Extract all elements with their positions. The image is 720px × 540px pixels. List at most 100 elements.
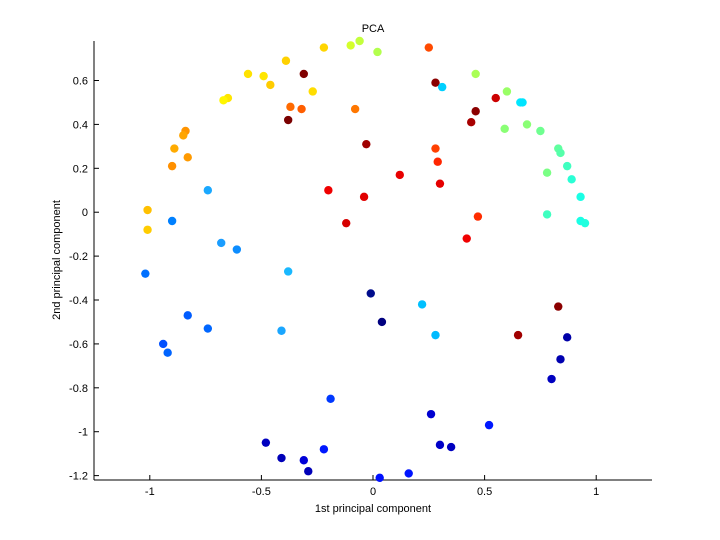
x-tick-label: 0 bbox=[370, 486, 376, 498]
data-point bbox=[424, 43, 433, 52]
data-point bbox=[277, 326, 286, 335]
data-point bbox=[167, 161, 177, 171]
data-point bbox=[277, 453, 286, 463]
y-tick-label: 0 bbox=[82, 207, 88, 219]
y-tick-label: -0.8 bbox=[69, 383, 88, 395]
data-point bbox=[404, 469, 413, 478]
data-point bbox=[484, 420, 494, 430]
data-point bbox=[219, 96, 228, 105]
data-point bbox=[243, 69, 253, 79]
data-point bbox=[299, 69, 309, 79]
y-tick-label: 0.4 bbox=[73, 119, 88, 131]
data-point bbox=[542, 168, 552, 177]
data-point bbox=[286, 102, 295, 112]
data-point bbox=[261, 438, 271, 447]
data-point bbox=[567, 175, 576, 184]
data-point bbox=[183, 311, 192, 320]
y-tick-label: -0.4 bbox=[69, 295, 88, 307]
data-point bbox=[522, 120, 532, 129]
data-point bbox=[366, 289, 375, 298]
data-point bbox=[562, 161, 572, 171]
scatter-points bbox=[141, 36, 590, 483]
data-point bbox=[355, 36, 364, 46]
y-tick-label: -0.6 bbox=[69, 339, 88, 351]
data-point bbox=[342, 218, 351, 228]
data-point bbox=[143, 205, 152, 215]
y-tick-label: 0.6 bbox=[73, 76, 88, 88]
data-point bbox=[471, 69, 480, 79]
data-point bbox=[556, 148, 565, 158]
data-point bbox=[375, 473, 384, 483]
data-point bbox=[513, 330, 523, 340]
data-point bbox=[183, 153, 192, 162]
data-point bbox=[141, 269, 150, 278]
data-point bbox=[319, 445, 329, 454]
data-point bbox=[179, 131, 188, 140]
data-point bbox=[362, 139, 371, 149]
data-point bbox=[377, 317, 387, 327]
data-point bbox=[417, 300, 427, 309]
data-point bbox=[297, 104, 306, 114]
y-tick-label: -1.2 bbox=[69, 471, 88, 483]
x-tick-label: -1 bbox=[145, 486, 155, 498]
data-point bbox=[170, 144, 179, 153]
data-point bbox=[283, 115, 293, 125]
data-point bbox=[433, 157, 442, 166]
data-point bbox=[350, 104, 360, 114]
data-point bbox=[467, 118, 476, 127]
data-point bbox=[556, 355, 565, 364]
data-point bbox=[203, 186, 213, 195]
data-point bbox=[163, 348, 172, 357]
x-tick-label: 0.5 bbox=[477, 486, 492, 498]
data-point bbox=[326, 394, 335, 403]
plot-background bbox=[94, 41, 652, 480]
y-tick-label: -0.2 bbox=[69, 251, 88, 263]
data-point bbox=[319, 43, 329, 52]
y-tick-label: 0.2 bbox=[73, 163, 88, 175]
data-point bbox=[536, 126, 545, 136]
data-point bbox=[324, 186, 333, 195]
data-point bbox=[500, 124, 509, 133]
data-point bbox=[395, 170, 404, 180]
data-point bbox=[203, 324, 213, 333]
data-point bbox=[426, 409, 436, 419]
x-axis-label: 1st principal component bbox=[315, 503, 431, 515]
data-point bbox=[576, 192, 585, 202]
data-point bbox=[473, 212, 483, 221]
data-point bbox=[266, 80, 275, 90]
data-point bbox=[167, 216, 177, 226]
data-point bbox=[281, 56, 291, 65]
data-point bbox=[542, 210, 552, 219]
data-point bbox=[346, 41, 355, 50]
data-point bbox=[299, 456, 309, 465]
chart-title: PCA bbox=[362, 23, 385, 35]
data-point bbox=[217, 238, 226, 248]
data-point bbox=[580, 218, 590, 228]
data-point bbox=[437, 82, 447, 92]
data-point bbox=[143, 225, 152, 234]
data-point bbox=[435, 440, 445, 450]
data-point bbox=[431, 144, 440, 153]
x-tick-label: 1 bbox=[593, 486, 599, 498]
data-point bbox=[232, 245, 242, 254]
data-point bbox=[518, 98, 527, 107]
data-point bbox=[431, 330, 440, 340]
data-point bbox=[547, 374, 556, 384]
data-point bbox=[471, 107, 480, 116]
data-point bbox=[283, 267, 293, 276]
data-point bbox=[304, 467, 313, 476]
data-point bbox=[491, 93, 500, 103]
data-point bbox=[373, 47, 382, 57]
y-tick-label: -1 bbox=[78, 427, 88, 439]
data-point bbox=[554, 302, 563, 311]
data-point bbox=[308, 87, 317, 96]
x-tick-label: -0.5 bbox=[252, 486, 271, 498]
data-point bbox=[431, 78, 440, 87]
data-point bbox=[502, 87, 512, 96]
data-point bbox=[462, 234, 471, 243]
data-point bbox=[259, 71, 268, 81]
data-point bbox=[446, 442, 456, 452]
data-point bbox=[435, 179, 445, 188]
y-ticks: -1.2 -1 -0.8 -0.6 -0.4 -0.2 0 0.2 0.4 0.6 bbox=[69, 76, 99, 483]
